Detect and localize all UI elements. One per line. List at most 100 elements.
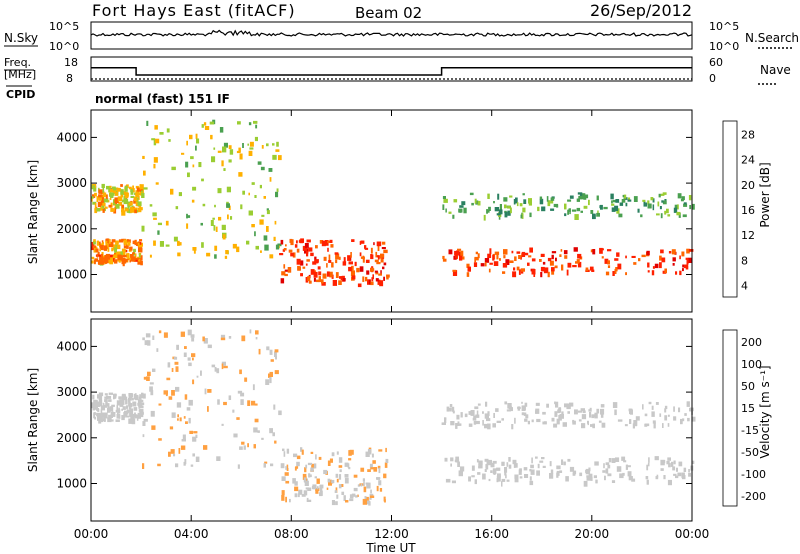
- velocity-cell: [660, 459, 665, 466]
- x-tick-label: 00:00: [675, 527, 710, 541]
- power-cell: [494, 207, 500, 212]
- power-cell: [680, 198, 684, 202]
- power-cell: [299, 239, 304, 244]
- power-cell: [96, 240, 99, 246]
- velocity-cell: [460, 412, 463, 418]
- power-cell: [312, 261, 317, 265]
- velocity-feature: [280, 447, 389, 506]
- velocity-cell: [474, 406, 479, 410]
- power-cell: [192, 186, 197, 191]
- velocity-cell: [687, 417, 690, 422]
- velocity-cell: [582, 410, 586, 414]
- power-cell: [566, 269, 569, 276]
- velocity-cell: [150, 410, 155, 417]
- velocity-cell: [192, 379, 195, 385]
- velocity-cell: [492, 468, 497, 475]
- velocity-cell: [488, 478, 491, 482]
- power-feature: [91, 238, 143, 267]
- power-cell: [123, 195, 127, 202]
- velocity-cell: [378, 467, 381, 474]
- velocity-cell: [152, 335, 155, 340]
- velocity-cell: [91, 402, 96, 409]
- velocity-cell: [204, 388, 207, 395]
- power-cell: [173, 236, 178, 242]
- power-cell: [99, 245, 104, 251]
- power-cell: [611, 200, 613, 204]
- power-cell: [531, 258, 536, 262]
- power-cell: [362, 257, 365, 263]
- power-cell: [263, 196, 266, 199]
- velocity-cell: [472, 417, 477, 421]
- velocity-cell: [565, 476, 569, 482]
- velocity-cell: [477, 403, 481, 406]
- power-cell: [249, 147, 254, 150]
- velocity-cell: [117, 412, 119, 418]
- power-cell: [246, 240, 250, 245]
- power-cell: [253, 120, 258, 124]
- velocity-cell: [482, 411, 484, 414]
- power-cell: [109, 189, 113, 193]
- velocity-cell: [108, 399, 112, 402]
- velocity-cell: [285, 466, 287, 470]
- power-cell: [505, 259, 510, 265]
- noise-panel-frame: [90, 21, 693, 50]
- power-cell: [112, 208, 115, 212]
- velocity-cell: [192, 357, 194, 361]
- velocity-cell: [681, 472, 685, 478]
- power-cell: [379, 280, 384, 287]
- power-cell: [662, 192, 667, 195]
- power-cell: [107, 247, 110, 252]
- power-cell: [151, 138, 156, 141]
- power-cell: [135, 257, 139, 260]
- power-cell: [120, 195, 123, 201]
- velocity-cell: [676, 467, 678, 472]
- velocity-cell: [163, 332, 168, 338]
- power-cell: [149, 254, 152, 258]
- power-cell: [112, 256, 115, 262]
- velocity-cell: [664, 415, 668, 421]
- power-cell: [226, 186, 231, 193]
- power-cell: [95, 248, 99, 253]
- power-cell: [679, 255, 681, 260]
- power-cell: [117, 196, 122, 202]
- power-cell: [686, 259, 689, 265]
- power-cell: [650, 197, 654, 201]
- velocity-cell: [174, 361, 179, 365]
- power-cell: [578, 195, 583, 200]
- velocity-cell: [326, 487, 329, 490]
- velocity-cell: [176, 344, 179, 350]
- power-cell: [547, 200, 551, 207]
- power-cell: [520, 268, 525, 272]
- velocity-cell: [664, 405, 668, 410]
- power-cell: [347, 255, 351, 261]
- power-cell: [124, 208, 129, 212]
- power-cell: [329, 271, 333, 278]
- power-cell: [339, 276, 343, 279]
- velocity-cell: [655, 402, 659, 405]
- power-cell: [296, 258, 301, 265]
- power-cell: [688, 249, 694, 252]
- power-cell: [132, 185, 134, 190]
- velocity-cell: [504, 471, 507, 476]
- power-cell: [202, 203, 206, 207]
- power-cell: [92, 245, 96, 248]
- velocity-cell: [644, 413, 648, 417]
- velocity-cell: [188, 362, 192, 367]
- velocity-cell: [306, 499, 312, 502]
- power-cell: [138, 247, 143, 253]
- velocity-cell: [295, 466, 299, 469]
- power-cell: [487, 193, 490, 199]
- velocity-cell: [143, 376, 149, 380]
- power-cell: [141, 192, 145, 198]
- velocity-cell: [115, 409, 119, 413]
- power-cell: [442, 204, 445, 210]
- velocity-cell: [458, 423, 462, 426]
- velocity-cell: [282, 448, 285, 452]
- velocity-cell: [286, 468, 289, 471]
- velocity-cell: [142, 421, 146, 426]
- power-cell: [668, 251, 672, 254]
- velocity-cell: [221, 361, 226, 366]
- velocity-cell: [530, 464, 534, 469]
- power-cell: [383, 276, 385, 281]
- velocity-cell: [574, 409, 578, 415]
